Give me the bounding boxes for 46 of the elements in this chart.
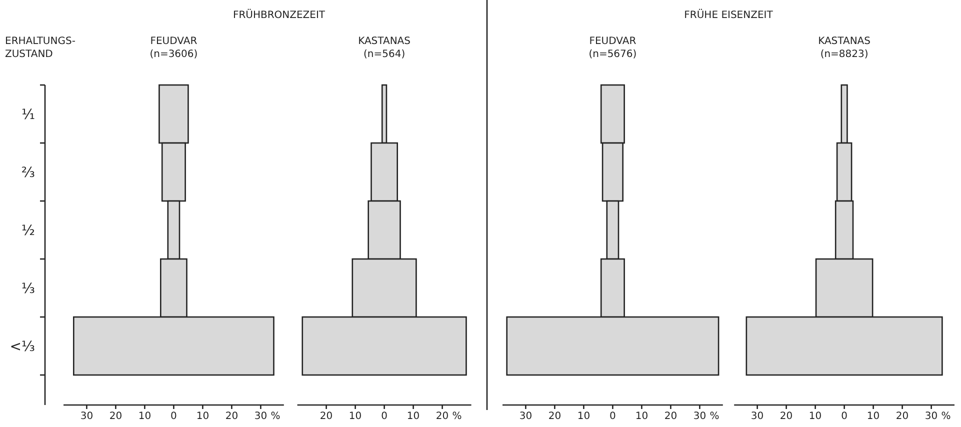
x-tick-label: 10: [348, 411, 362, 422]
x-tick-label: 10: [406, 411, 420, 422]
y-tick-label: ½: [21, 223, 35, 239]
x-tick-label: 30: [254, 411, 268, 422]
chart-title: KASTANAS: [818, 36, 871, 47]
x-tick-label: 20: [664, 411, 678, 422]
x-tick-label: 20: [109, 411, 122, 422]
x-tick-label: 10: [635, 411, 648, 422]
chart-title: KASTANAS: [358, 36, 411, 47]
chart-subtitle: (n=5676): [588, 49, 637, 60]
x-tick-label: 20: [320, 411, 333, 422]
chart-subtitle: (n=8823): [820, 49, 868, 60]
x-tick-label: 10: [577, 411, 590, 422]
x-axis-title: %: [710, 411, 720, 422]
x-tick-label: 0: [610, 411, 616, 422]
x-tick-label: 0: [381, 411, 388, 422]
x-tick-label: 20: [896, 411, 909, 422]
y-tick-label: ⅔: [21, 165, 35, 181]
x-tick-label: 30: [80, 411, 94, 422]
x-tick-label: 30: [924, 411, 938, 422]
text: FRÜHBRONZEZEIT: [232, 8, 326, 21]
chart-subtitle: (n=3606): [150, 49, 198, 60]
x-axis-title: %: [941, 411, 951, 422]
y-tick-label: <⅓: [10, 339, 35, 355]
y-tick-label: ⅓: [21, 281, 35, 297]
x-tick-label: 20: [548, 411, 562, 422]
x-axis-title: %: [270, 411, 280, 422]
x-tick-label: 20: [780, 411, 793, 422]
x-tick-label: 10: [138, 411, 152, 422]
chart-title: FEUDVAR: [150, 36, 198, 47]
y-axis-title: ERHALTUNGS- ZUSTAND: [5, 36, 76, 60]
x-axis-title: %: [452, 411, 462, 422]
x-tick-label: 20: [436, 411, 449, 422]
x-tick-label: 0: [170, 411, 177, 422]
x-tick-label: 20: [225, 411, 238, 422]
x-tick-label: 30: [693, 411, 706, 422]
x-tick-label: 10: [866, 411, 880, 422]
x-tick-label: 30: [519, 411, 532, 422]
x-tick-label: 0: [841, 411, 848, 422]
x-tick-label: 10: [196, 411, 210, 422]
y-tick-label: ¹⁄₁: [21, 107, 35, 123]
text: FRÜHE EISENZEIT: [684, 8, 774, 21]
chart-title: FEUDVAR: [589, 36, 636, 47]
chart-subtitle: (n=564): [363, 49, 406, 60]
x-tick-label: 10: [808, 411, 822, 422]
x-tick-label: 30: [750, 411, 764, 422]
